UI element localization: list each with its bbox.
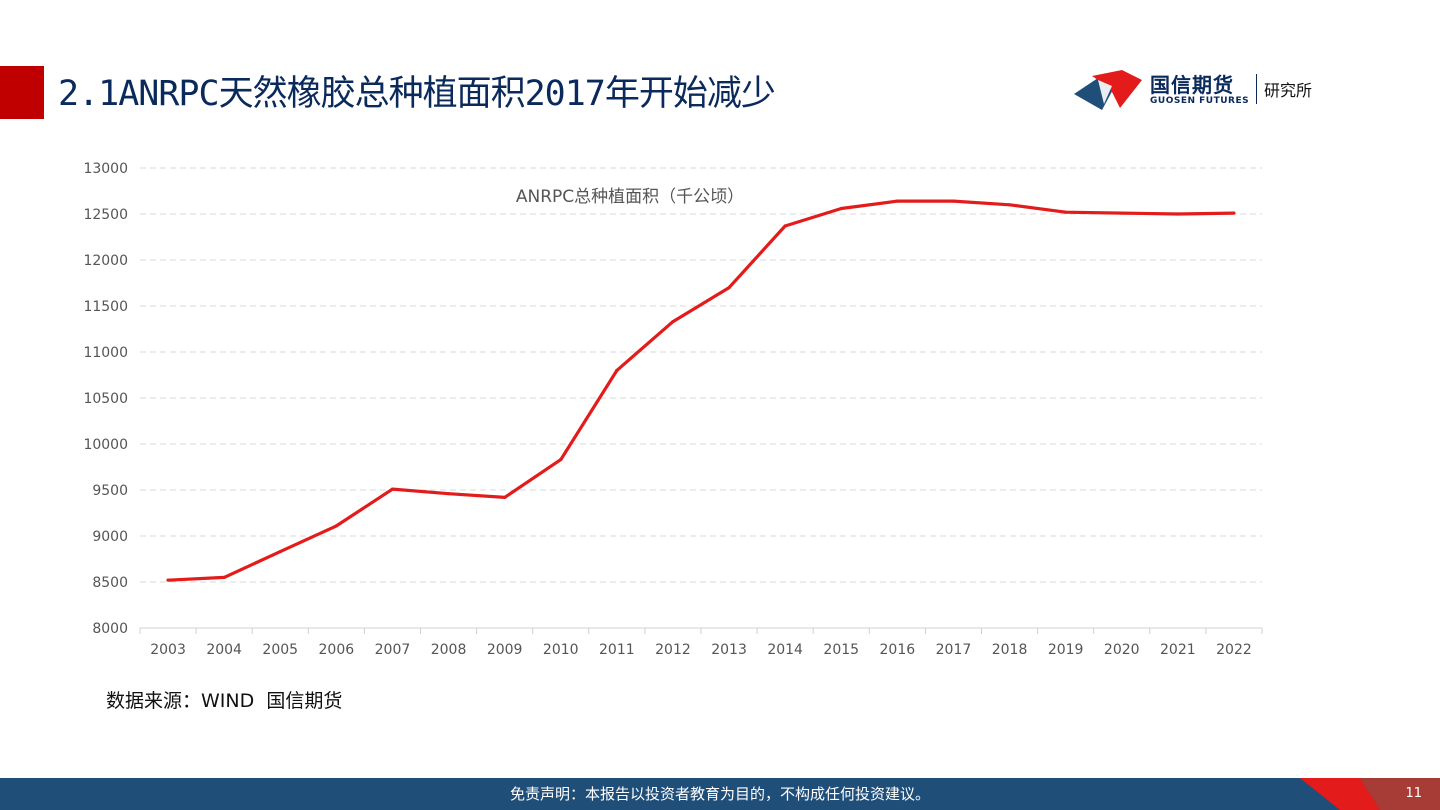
y-tick-label: 11500 bbox=[83, 299, 128, 315]
data-point-2004 bbox=[222, 575, 226, 580]
data-point-2009 bbox=[503, 495, 507, 499]
y-tick-label: 9500 bbox=[92, 483, 128, 499]
y-tick-label: 9000 bbox=[92, 529, 128, 545]
x-tick-label: 2018 bbox=[992, 642, 1028, 658]
y-tick-label: 8500 bbox=[92, 575, 128, 591]
title-accent-bar bbox=[0, 66, 44, 119]
y-tick-label: 11000 bbox=[83, 345, 128, 361]
x-tick-label: 2015 bbox=[823, 642, 859, 658]
x-tick-label: 2014 bbox=[767, 642, 803, 658]
data-point-2022 bbox=[1232, 211, 1236, 215]
x-tick-label: 2008 bbox=[431, 642, 467, 658]
y-tick-label: 10500 bbox=[83, 391, 128, 407]
x-tick-label: 2016 bbox=[880, 642, 916, 658]
logo-department: 研究所 bbox=[1264, 81, 1313, 100]
x-tick-label: 2007 bbox=[375, 642, 411, 658]
y-axis-ticks: 13000 12500 12000 11500 11000 10500 10000 9500 9… bbox=[83, 161, 128, 637]
chart-title: ANRPC总种植面积（千公顷） bbox=[516, 187, 744, 207]
logo-divider bbox=[1256, 74, 1257, 104]
x-tick-label: 2021 bbox=[1160, 642, 1196, 658]
data-source-note: 数据来源：WIND 国信期货 bbox=[106, 690, 343, 712]
x-tick-label: 2013 bbox=[711, 642, 747, 658]
series-line bbox=[168, 199, 1235, 582]
y-tick-label: 10000 bbox=[83, 437, 128, 453]
y-tick-label: 8000 bbox=[92, 621, 128, 637]
data-point-2005 bbox=[278, 550, 282, 554]
x-tick-label: 2012 bbox=[655, 642, 691, 658]
page-number: 11 bbox=[1405, 786, 1422, 801]
x-axis-ticks: 2003 2004 2005 2006 2007 2008 2009 2010 2011 2012… bbox=[139, 628, 1263, 658]
x-tick-label: 2004 bbox=[206, 642, 242, 658]
chart-grid bbox=[140, 167, 1262, 583]
data-point-2008 bbox=[446, 492, 451, 496]
data-point-2018 bbox=[1007, 203, 1012, 207]
y-tick-label: 13000 bbox=[83, 161, 128, 177]
x-tick-label: 2009 bbox=[487, 642, 523, 658]
data-point-2015 bbox=[839, 206, 843, 211]
data-point-2003 bbox=[166, 578, 170, 582]
data-point-2019 bbox=[1064, 210, 1068, 214]
guosen-logo-icon bbox=[1074, 70, 1142, 110]
data-point-2017 bbox=[951, 199, 956, 203]
data-point-2020 bbox=[1120, 211, 1124, 215]
footer-accent-shape bbox=[1300, 778, 1440, 810]
data-point-2011 bbox=[615, 368, 619, 372]
x-tick-label: 2010 bbox=[543, 642, 579, 658]
footer-bar: 免责声明：本报告以投资者教育为目的，不构成任何投资建议。 11 bbox=[0, 778, 1440, 810]
data-point-2021 bbox=[1176, 212, 1180, 216]
x-tick-label: 2019 bbox=[1048, 642, 1084, 658]
y-tick-label: 12000 bbox=[83, 253, 128, 269]
data-point-2013 bbox=[727, 286, 731, 290]
y-tick-label: 12500 bbox=[83, 207, 128, 223]
x-tick-label: 2005 bbox=[262, 642, 298, 658]
x-tick-label: 2011 bbox=[599, 642, 635, 658]
chart-series bbox=[166, 199, 1236, 582]
data-point-2016 bbox=[895, 199, 899, 203]
logo-chinese-name: 国信期货 bbox=[1150, 73, 1234, 97]
data-point-2006 bbox=[334, 524, 338, 528]
data-point-2012 bbox=[671, 320, 675, 324]
x-tick-label: 2006 bbox=[319, 642, 355, 658]
data-point-2007 bbox=[390, 487, 395, 491]
logo-english-name: GUOSEN FUTURES bbox=[1150, 96, 1250, 106]
page-title: 2.1ANRPC天然橡胶总种植面积2017年开始减少 bbox=[58, 74, 776, 114]
x-tick-label: 2017 bbox=[936, 642, 972, 658]
brand-logo: 国信期货 GUOSEN FUTURES 研究所 bbox=[1072, 66, 1362, 114]
x-tick-label: 2020 bbox=[1104, 642, 1140, 658]
data-point-2010 bbox=[559, 458, 563, 462]
x-tick-label: 2003 bbox=[150, 642, 186, 658]
data-point-2014 bbox=[783, 224, 787, 228]
x-tick-label: 2022 bbox=[1216, 642, 1252, 658]
footer-disclaimer: 免责声明：本报告以投资者教育为目的，不构成任何投资建议。 bbox=[509, 785, 930, 803]
